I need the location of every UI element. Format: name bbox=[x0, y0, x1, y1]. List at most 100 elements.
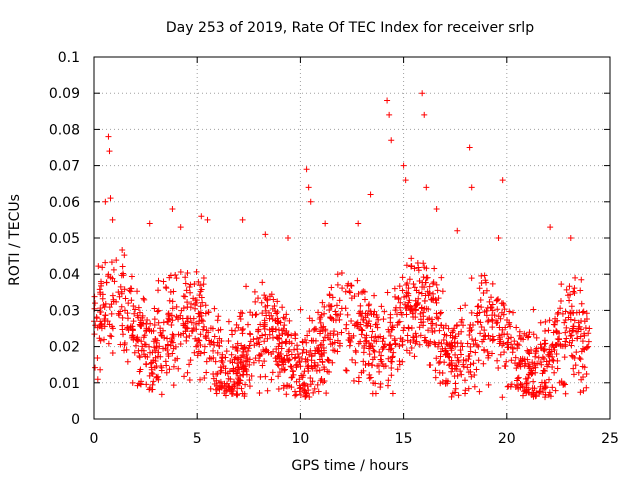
data-point bbox=[432, 374, 439, 381]
data-point bbox=[581, 330, 588, 337]
data-point bbox=[374, 324, 381, 331]
data-point bbox=[142, 361, 149, 368]
data-point bbox=[372, 380, 379, 387]
data-point bbox=[256, 357, 263, 364]
data-point bbox=[404, 337, 411, 344]
data-point bbox=[438, 340, 445, 347]
data-point bbox=[146, 386, 153, 393]
data-point bbox=[246, 376, 253, 383]
data-point bbox=[545, 327, 552, 334]
data-point bbox=[110, 266, 117, 273]
data-point bbox=[378, 303, 385, 310]
data-point bbox=[229, 359, 236, 366]
data-point bbox=[474, 318, 481, 325]
data-point bbox=[136, 380, 143, 387]
data-point bbox=[141, 332, 148, 339]
data-point bbox=[493, 317, 500, 324]
x-tick-label: 5 bbox=[193, 431, 202, 447]
data-point bbox=[344, 311, 351, 318]
data-point bbox=[413, 302, 420, 309]
data-point bbox=[483, 307, 490, 314]
data-point bbox=[208, 338, 215, 345]
data-point bbox=[153, 363, 160, 370]
data-point bbox=[457, 368, 464, 375]
data-point bbox=[476, 388, 483, 395]
data-point bbox=[385, 346, 392, 353]
data-point bbox=[319, 379, 326, 386]
data-point bbox=[214, 370, 221, 377]
data-point bbox=[348, 282, 355, 289]
data-point bbox=[288, 351, 295, 358]
data-point bbox=[573, 349, 580, 356]
x-tick-label: 25 bbox=[601, 431, 619, 447]
data-point bbox=[488, 304, 495, 311]
data-point bbox=[196, 337, 203, 344]
data-point bbox=[294, 361, 301, 368]
data-point bbox=[457, 347, 464, 354]
data-point bbox=[366, 371, 373, 378]
data-point bbox=[303, 166, 310, 173]
data-point bbox=[202, 333, 209, 340]
data-point bbox=[228, 351, 235, 358]
data-point bbox=[359, 316, 366, 323]
data-point bbox=[186, 283, 193, 290]
data-point bbox=[338, 329, 345, 336]
data-point bbox=[580, 387, 587, 394]
data-point bbox=[504, 339, 511, 346]
data-point bbox=[355, 378, 362, 385]
data-point bbox=[452, 380, 459, 387]
data-point bbox=[533, 389, 540, 396]
data-point bbox=[269, 334, 276, 341]
data-point bbox=[514, 375, 521, 382]
data-point bbox=[390, 349, 397, 356]
data-point bbox=[127, 285, 134, 292]
data-point bbox=[154, 308, 161, 315]
data-point bbox=[359, 327, 366, 334]
data-point bbox=[109, 350, 116, 357]
data-point bbox=[103, 279, 110, 286]
data-point bbox=[386, 341, 393, 348]
data-point bbox=[387, 319, 394, 326]
data-point bbox=[555, 309, 562, 316]
data-point bbox=[107, 195, 114, 202]
data-point bbox=[102, 198, 109, 205]
data-point bbox=[330, 332, 337, 339]
data-point bbox=[192, 301, 199, 308]
data-point bbox=[315, 388, 322, 395]
data-point bbox=[283, 391, 290, 398]
data-point bbox=[420, 309, 427, 316]
data-point bbox=[302, 393, 309, 400]
data-point bbox=[367, 374, 374, 381]
data-point bbox=[282, 315, 289, 322]
data-point bbox=[292, 392, 299, 399]
data-point bbox=[109, 323, 116, 330]
data-point bbox=[466, 144, 473, 151]
data-point bbox=[146, 220, 153, 227]
data-point bbox=[102, 312, 109, 319]
data-point bbox=[486, 298, 493, 305]
data-point bbox=[469, 321, 476, 328]
data-point bbox=[138, 338, 145, 345]
data-point bbox=[334, 271, 341, 278]
data-point bbox=[275, 362, 282, 369]
data-point bbox=[95, 263, 102, 270]
data-point bbox=[313, 367, 320, 374]
data-point bbox=[517, 336, 524, 343]
data-point bbox=[198, 286, 205, 293]
data-point bbox=[403, 304, 410, 311]
data-point bbox=[485, 332, 492, 339]
data-point bbox=[457, 305, 464, 312]
data-point bbox=[119, 263, 126, 270]
data-point bbox=[515, 342, 522, 349]
data-point bbox=[472, 349, 479, 356]
data-point bbox=[201, 343, 208, 350]
data-point bbox=[485, 352, 492, 359]
data-point bbox=[425, 327, 432, 334]
data-point bbox=[210, 347, 217, 354]
data-point bbox=[244, 321, 251, 328]
data-point bbox=[155, 319, 162, 326]
data-point bbox=[434, 343, 441, 350]
data-point bbox=[580, 345, 587, 352]
data-point bbox=[169, 317, 176, 324]
data-point bbox=[379, 346, 386, 353]
